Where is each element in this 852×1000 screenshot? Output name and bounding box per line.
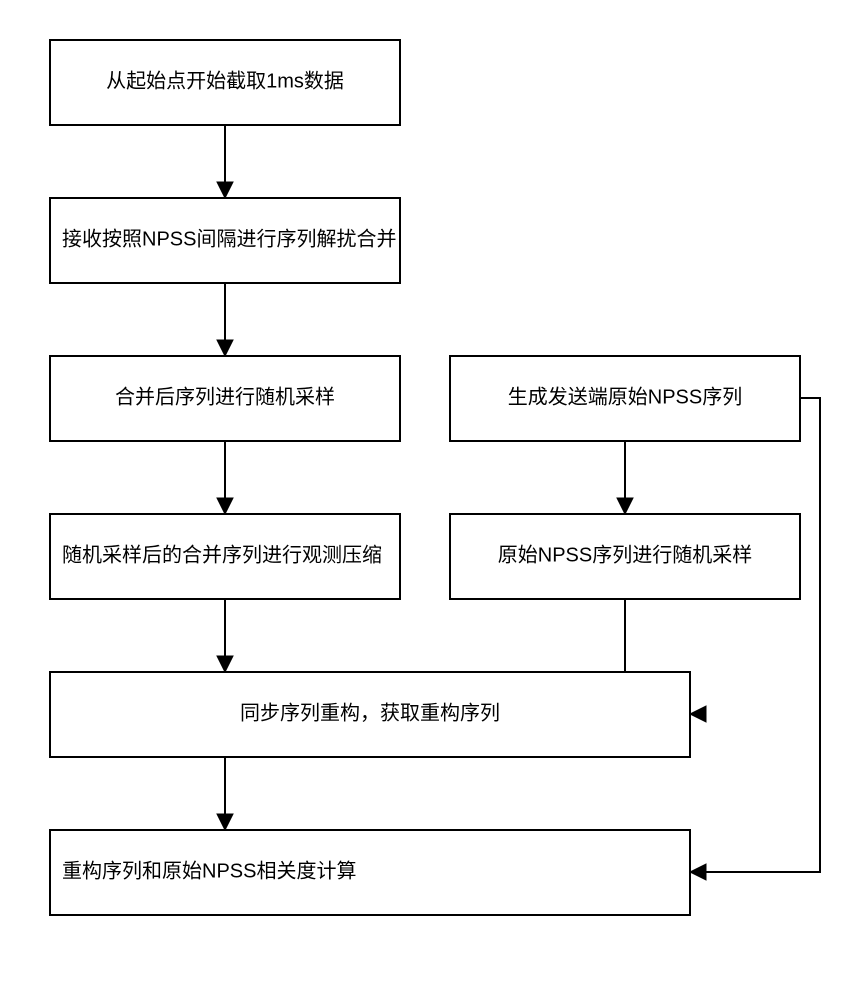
flow-node-label: 从起始点开始截取1ms数据: [106, 69, 344, 92]
flow-node-label: 重构序列和原始NPSS相关度计算: [62, 859, 356, 882]
arrow-head: [217, 498, 233, 514]
flow-node-label: 接收按照NPSS间隔进行序列解扰合并: [62, 227, 396, 250]
flow-node-label: 原始NPSS序列进行随机采样: [498, 543, 752, 566]
flow-node-label: 同步序列重构，获取重构序列: [240, 701, 500, 724]
arrow-head: [617, 498, 633, 514]
arrow-head: [690, 706, 706, 722]
arrow-head: [690, 864, 706, 880]
flowchart-canvas: 从起始点开始截取1ms数据接收按照NPSS间隔进行序列解扰合并合并后序列进行随机…: [0, 0, 852, 1000]
flow-node-label: 生成发送端原始NPSS序列: [508, 385, 742, 408]
arrow-head: [217, 182, 233, 198]
arrow-head: [217, 340, 233, 356]
flow-node-label: 合并后序列进行随机采样: [115, 385, 335, 408]
edge: [690, 398, 820, 872]
arrow-head: [217, 656, 233, 672]
flow-node-label: 随机采样后的合并序列进行观测压缩: [62, 543, 382, 566]
arrow-head: [217, 814, 233, 830]
